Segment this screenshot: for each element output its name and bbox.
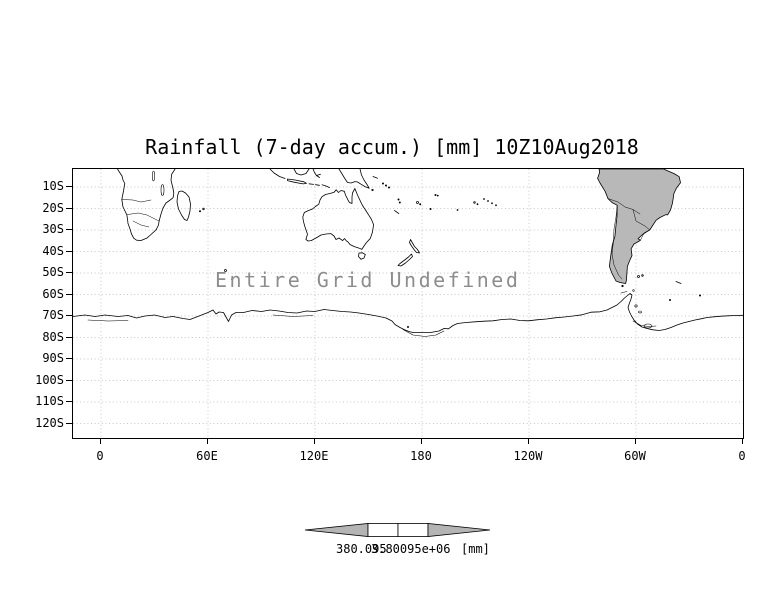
x-tick-label: 60E [196,449,218,463]
plot-title: Rainfall (7-day accum.) [mm] 10Z10Aug201… [145,135,639,159]
tasmania-island [358,252,366,260]
x-tick-label: 60W [624,449,646,463]
colorbar-units: [mm] [461,542,490,556]
south-america-landmass [597,169,681,284]
x-tick-mark [635,438,636,444]
y-tick-label: 90S [42,351,64,365]
africa-lakes [152,170,165,196]
y-tick-label: 40S [42,243,64,258]
x-tick-label: 0 [738,449,746,463]
colorbar-left-arrow [304,523,369,537]
y-tick-label: 110S [35,394,64,408]
y-tick-mark [66,379,72,381]
y-tick-mark [66,250,72,252]
africa-borders [121,199,160,228]
antarctic-ice-shelves [87,314,657,337]
indonesia-islands [269,169,330,188]
falkland-islands [621,274,702,301]
antarctica-coastline [73,293,743,333]
melanesia-islands [371,176,390,192]
new-zealand-north-island [409,239,420,254]
x-tick-label: 0 [96,449,104,463]
x-tick-mark [742,438,743,444]
colorbar [304,523,491,537]
x-tick-label: 180 [410,449,432,463]
plot-area [72,168,744,439]
y-tick-mark [66,401,72,402]
madagascar-island [176,190,191,221]
australia-coastline [302,188,374,250]
y-tick-label: 60S [42,286,64,301]
y-tick-label: 80S [42,329,64,344]
y-tick-mark [66,358,72,359]
y-tick-mark [66,186,72,187]
y-tick-mark [66,315,72,316]
x-tick-mark [314,438,315,444]
new-guinea-coastline [338,169,370,189]
y-tick-mark [66,336,72,338]
pacific-islands [394,193,497,214]
undefined-annotation: Entire Grid Undefined [215,268,521,292]
y-tick-label: 70S [42,308,64,322]
coastlines [73,169,743,337]
antarctic-islands [406,289,642,329]
y-tick-label: 50S [42,265,64,279]
indian-ocean-islands [199,207,233,281]
new-zealand-south-island [397,253,413,267]
africa-coastline [117,169,176,241]
y-tick-label: 120S [35,415,64,430]
colorbar-label-left: 380.095 [336,542,387,556]
x-tick-mark [100,438,101,444]
y-tick-label: 30S [42,222,64,236]
x-tick-label: 120W [513,449,543,463]
x-tick-mark [421,438,422,444]
y-tick-label: 10S [42,179,64,193]
colorbar-label-right: 3.80095e+06 [371,542,451,556]
y-tick-mark [66,293,72,295]
y-tick-mark [66,272,72,273]
y-tick-label: 20S [42,200,64,215]
x-tick-label: 120E [299,449,329,463]
world-map [73,169,743,438]
y-tick-mark [66,422,72,424]
colorbar-right-arrow [427,523,491,537]
colorbar-box [367,523,399,537]
colorbar-box [397,523,429,537]
x-tick-mark [207,438,208,444]
y-tick-mark [66,207,72,209]
y-tick-label: 100S [35,372,64,387]
south-america-borders [607,198,651,280]
y-tick-mark [66,229,72,230]
x-tick-mark [528,438,529,444]
